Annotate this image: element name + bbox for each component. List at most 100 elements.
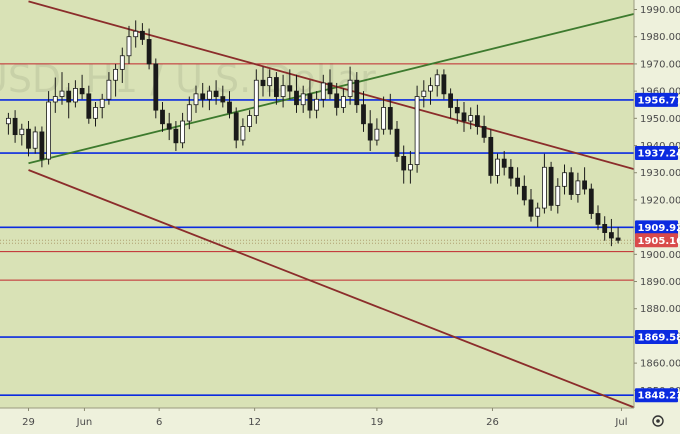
candle[interactable] (253, 69, 259, 124)
candle[interactable] (421, 80, 427, 108)
upper-channel-line[interactable] (28, 0, 655, 176)
candle[interactable] (186, 96, 192, 130)
candle[interactable] (307, 80, 313, 119)
candle[interactable] (474, 104, 480, 135)
candle[interactable] (133, 20, 139, 48)
candle[interactable] (166, 112, 172, 141)
candle[interactable] (381, 96, 387, 135)
chart-settings-button[interactable] (652, 415, 664, 427)
candle[interactable] (113, 63, 118, 97)
candle[interactable] (448, 88, 454, 119)
candle[interactable] (19, 123, 25, 146)
candle[interactable] (394, 121, 400, 162)
settings-gear-icon[interactable] (652, 415, 664, 427)
candle[interactable] (260, 66, 266, 97)
candle[interactable] (206, 85, 212, 111)
candle[interactable] (86, 85, 92, 124)
candle[interactable] (407, 150, 413, 184)
candle[interactable] (233, 107, 239, 149)
candle[interactable] (193, 85, 199, 113)
candle[interactable] (515, 167, 520, 195)
candle[interactable] (240, 118, 246, 146)
level-price-badge[interactable]: 1848.21 (635, 388, 680, 403)
candle[interactable] (12, 110, 18, 143)
candle[interactable] (139, 23, 145, 45)
candle[interactable] (367, 110, 373, 151)
candle[interactable] (488, 129, 494, 184)
candle[interactable] (602, 216, 608, 241)
candle[interactable] (273, 72, 279, 105)
candle[interactable] (267, 69, 273, 97)
candle[interactable] (562, 164, 567, 195)
candle[interactable] (615, 227, 621, 244)
candle[interactable] (588, 183, 594, 219)
candle[interactable] (340, 88, 346, 113)
candle[interactable] (32, 126, 38, 154)
candle[interactable] (280, 74, 286, 108)
candle[interactable] (46, 91, 51, 165)
candle[interactable] (555, 178, 561, 214)
candle[interactable] (153, 58, 159, 119)
candle[interactable] (227, 91, 232, 119)
candle[interactable] (66, 82, 72, 119)
candle[interactable] (26, 121, 31, 157)
candle[interactable] (521, 175, 527, 206)
candle[interactable] (434, 69, 440, 97)
candle[interactable] (481, 115, 487, 143)
candle[interactable] (468, 107, 474, 130)
candle[interactable] (200, 82, 206, 108)
level-price-badge[interactable]: 1909.92 (635, 220, 680, 235)
candle[interactable] (414, 85, 420, 173)
candle[interactable] (374, 118, 380, 146)
candle[interactable] (320, 74, 326, 108)
candle[interactable] (361, 91, 366, 132)
current-price-badge[interactable]: 1905.16 (635, 233, 680, 248)
candle[interactable] (119, 47, 125, 83)
candle[interactable] (213, 80, 219, 105)
candle[interactable] (314, 91, 320, 119)
candle[interactable] (428, 77, 433, 105)
candle[interactable] (501, 150, 507, 176)
level-price-badge[interactable]: 1869.58 (635, 330, 680, 345)
candle[interactable] (52, 77, 58, 113)
candle[interactable] (528, 189, 534, 222)
candle[interactable] (595, 205, 601, 230)
candle[interactable] (401, 145, 407, 184)
candle[interactable] (294, 74, 299, 113)
candle[interactable] (582, 167, 587, 195)
candle[interactable] (568, 167, 574, 200)
candle[interactable] (160, 102, 165, 132)
candle[interactable] (6, 112, 11, 135)
candle[interactable] (387, 93, 393, 135)
candle[interactable] (300, 85, 306, 113)
candle[interactable] (327, 69, 333, 100)
candle[interactable] (535, 202, 541, 228)
candle[interactable] (99, 93, 105, 119)
candle[interactable] (508, 159, 514, 187)
candle[interactable] (173, 121, 179, 151)
green-trend-line[interactable] (28, 8, 655, 165)
candle[interactable] (441, 69, 447, 100)
time-axis-panel[interactable] (0, 408, 680, 434)
candle[interactable] (126, 25, 132, 64)
candle[interactable] (609, 218, 614, 247)
candle[interactable] (79, 74, 85, 100)
candle[interactable] (495, 153, 500, 184)
candle[interactable] (106, 72, 112, 105)
candle[interactable] (93, 102, 98, 127)
candle[interactable] (334, 82, 340, 116)
candle[interactable] (39, 126, 45, 168)
candle[interactable] (542, 153, 547, 214)
level-price-badge[interactable]: 1956.77 (635, 92, 680, 107)
candle[interactable] (461, 102, 467, 132)
candle[interactable] (59, 72, 65, 105)
candle[interactable] (354, 72, 360, 113)
candle[interactable] (180, 112, 186, 149)
lower-channel-line[interactable] (28, 169, 636, 409)
candle[interactable] (347, 66, 353, 105)
candle[interactable] (454, 99, 460, 124)
candle[interactable] (146, 28, 152, 70)
candle[interactable] (548, 161, 554, 211)
